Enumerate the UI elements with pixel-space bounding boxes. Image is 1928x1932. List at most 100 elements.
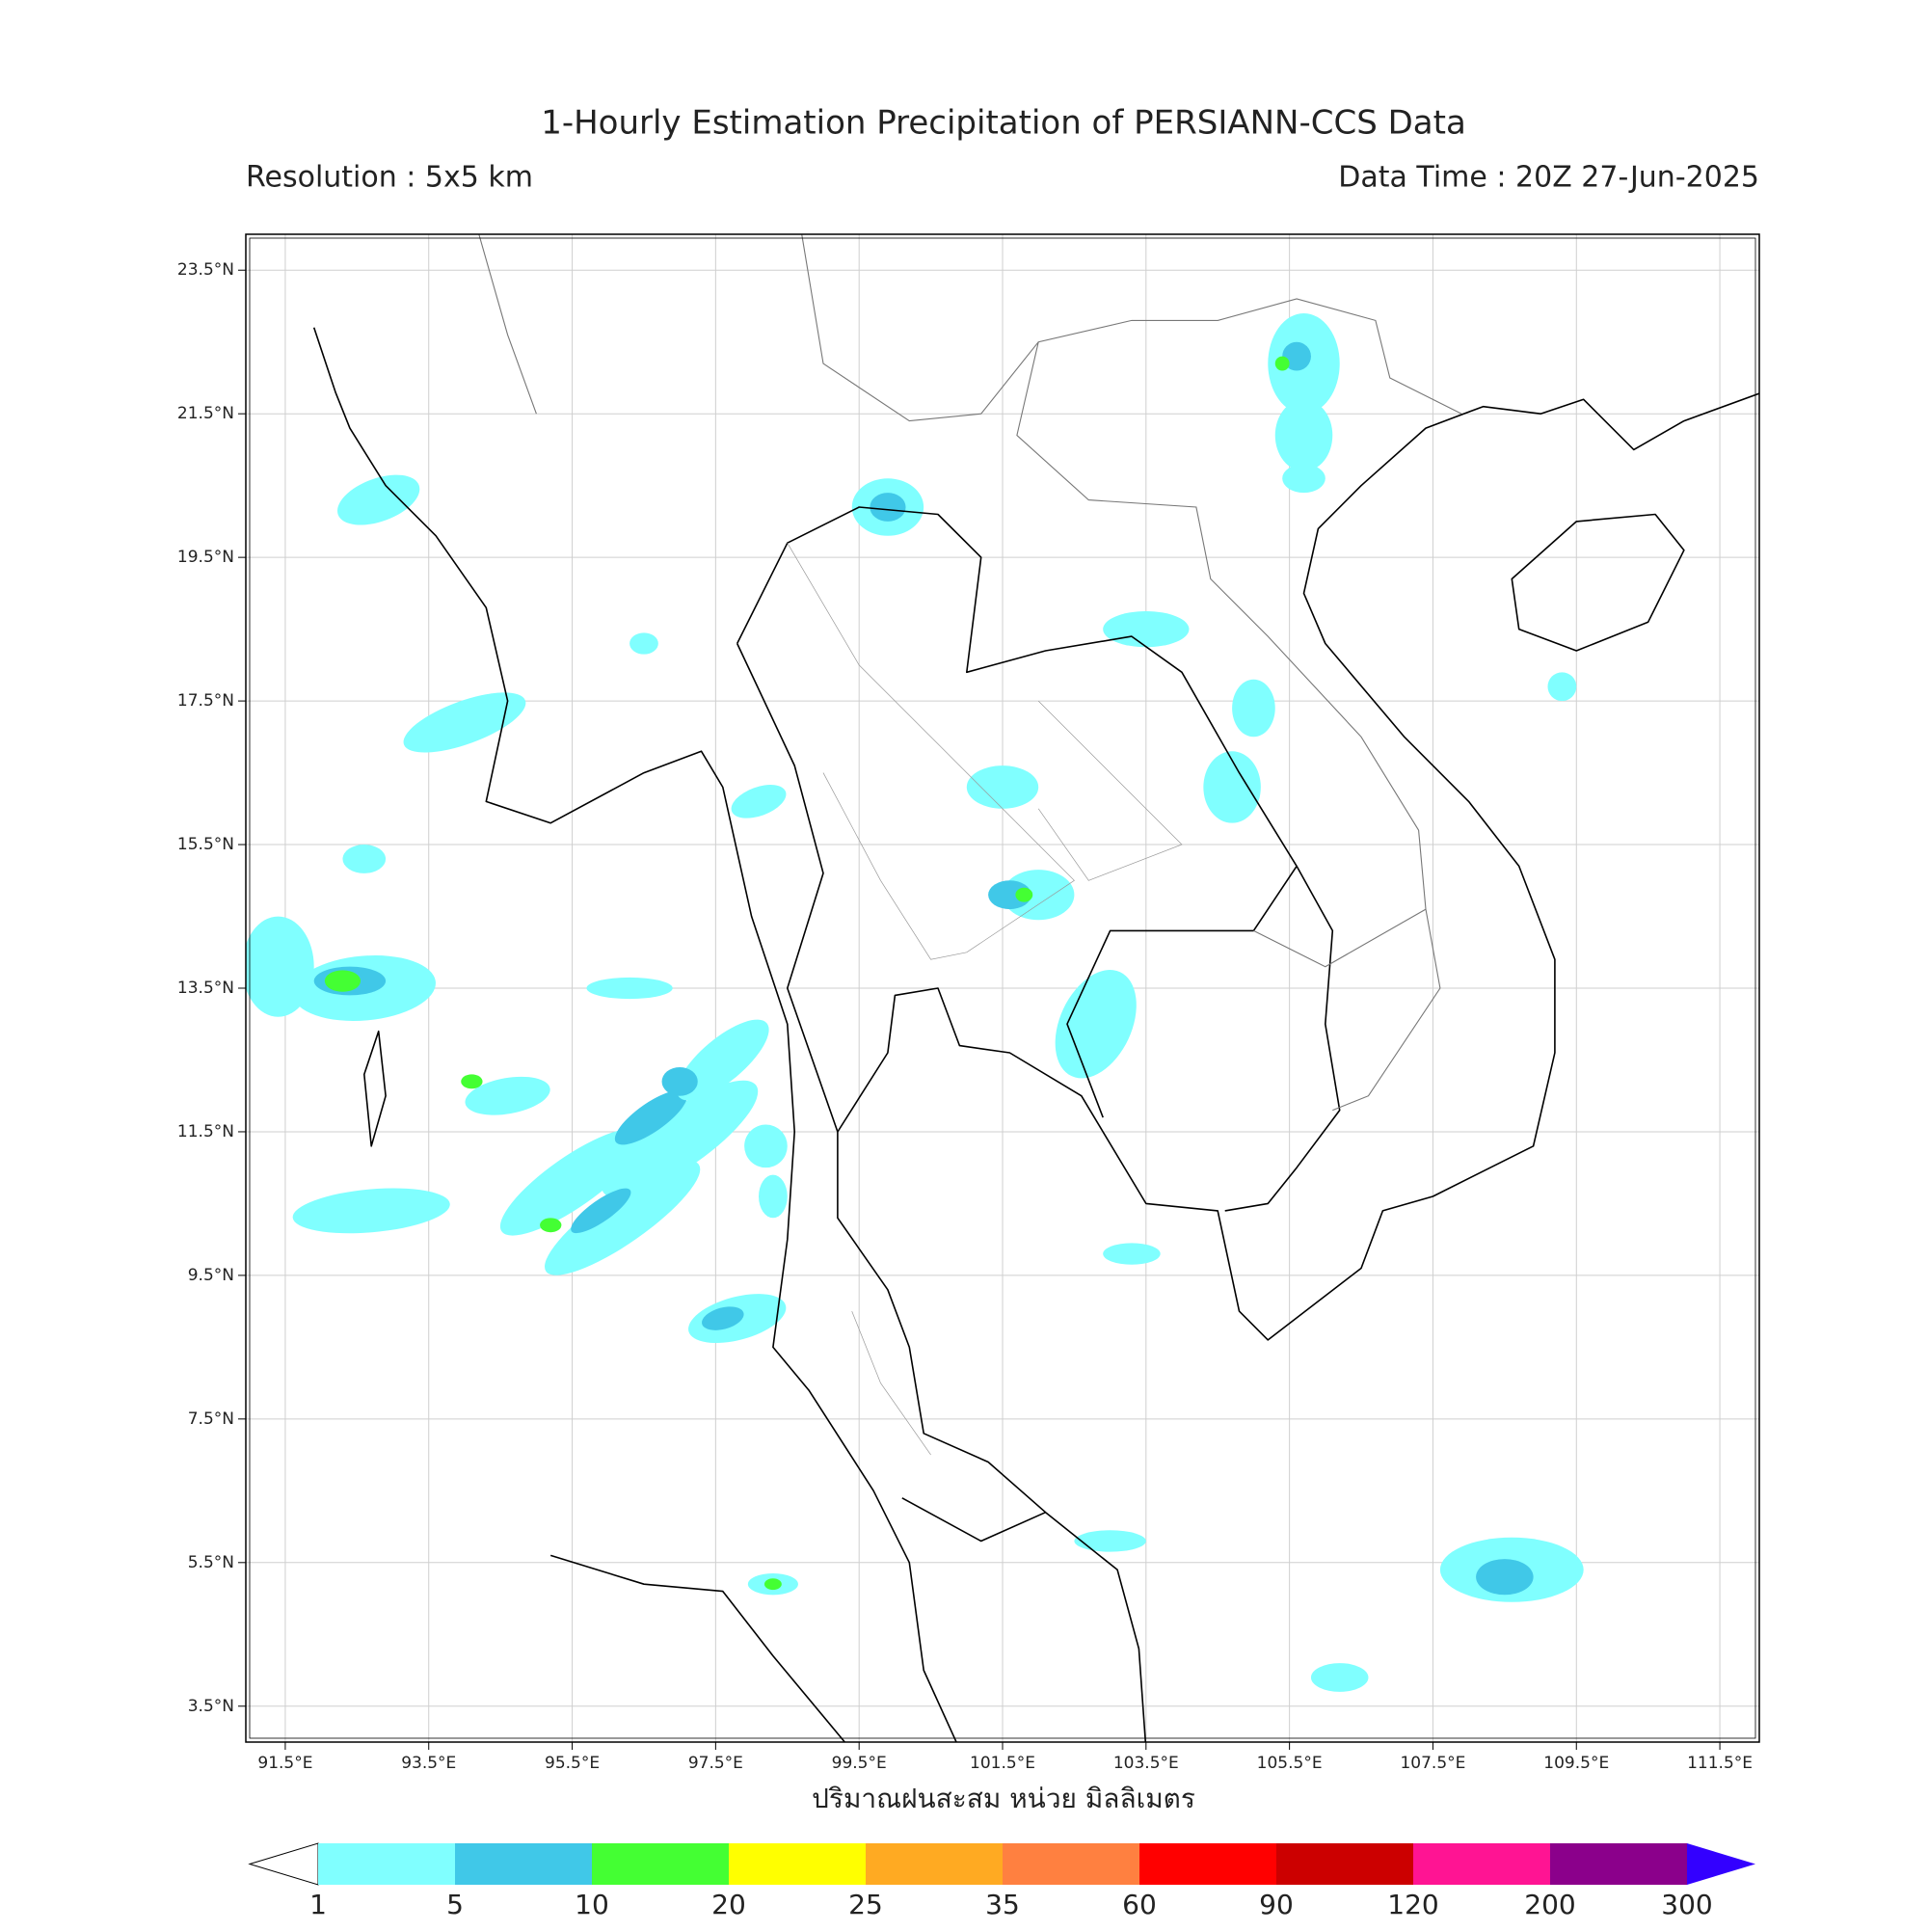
rain-blob	[1310, 1663, 1369, 1692]
rain-blob	[614, 1089, 687, 1145]
border	[478, 234, 537, 415]
colorbar-label: 120	[1387, 1889, 1438, 1920]
rain-blob	[602, 1080, 759, 1198]
colorbar: 1 5 10 20 25 35 60 90 120 200 300	[248, 1842, 1755, 1920]
province-line	[787, 543, 1075, 960]
colorbar-label: 5	[446, 1889, 464, 1920]
grid	[246, 234, 1759, 1742]
province-line	[851, 1310, 931, 1456]
border	[801, 234, 1462, 422]
rain-blob	[403, 692, 526, 753]
y-tick-label: 9.5°N	[188, 1266, 234, 1285]
coastline	[312, 327, 957, 1742]
x-tick-label: 99.5°E	[832, 1754, 887, 1773]
colorbar-segment	[729, 1843, 867, 1885]
cambodia-border	[1224, 866, 1341, 1212]
rain-blob	[759, 1174, 788, 1219]
rain-blob	[1282, 341, 1311, 371]
colorbar-segment	[1003, 1843, 1140, 1885]
thai-border	[736, 643, 839, 1133]
map-inner-frame	[249, 237, 1756, 1739]
x-tick-label: 109.5°E	[1543, 1754, 1609, 1773]
colorbar-label: 35	[985, 1889, 1020, 1920]
rain-blob	[763, 1578, 782, 1591]
border	[1253, 908, 1427, 968]
rain-blob	[571, 1188, 631, 1234]
y-tick-label: 11.5°N	[177, 1122, 234, 1141]
rain-blob	[1274, 356, 1290, 371]
colorbar-label: 90	[1259, 1889, 1294, 1920]
thai-border	[901, 1497, 1046, 1543]
x-tick-label: 95.5°E	[545, 1754, 600, 1773]
x-tick-label: 101.5°E	[970, 1754, 1035, 1773]
rain-blob	[292, 1188, 450, 1234]
colorbar-label: 10	[575, 1889, 609, 1920]
rain-blob	[966, 765, 1039, 809]
x-tick-label: 107.5°E	[1400, 1754, 1465, 1773]
rain-blob	[499, 1128, 645, 1236]
x-axis-label: ปริมาณฝนสะสม หน่วย มิลลิเมตร	[812, 1783, 1195, 1814]
rain-blob	[677, 1019, 769, 1101]
colorbar-label: 60	[1122, 1889, 1157, 1920]
coastline	[1511, 513, 1685, 652]
rain-blob	[744, 1124, 788, 1168]
rain-blob	[1103, 611, 1190, 648]
y-tick-label: 19.5°N	[177, 548, 234, 567]
colorbar-over	[1687, 1843, 1755, 1885]
rain-blob	[246, 916, 314, 1017]
colorbar-label: 25	[848, 1889, 883, 1920]
rain-blob	[342, 845, 387, 873]
y-tick-label: 15.5°N	[177, 835, 234, 854]
y-tick-label: 21.5°N	[177, 404, 234, 423]
rain-blob	[702, 1306, 744, 1330]
rain-blob	[1003, 870, 1075, 921]
colorbar-segment	[866, 1843, 1004, 1885]
colorbar-segment	[455, 1843, 593, 1885]
rain-blob	[1103, 1243, 1161, 1265]
colorbar-label: 300	[1661, 1889, 1712, 1920]
rain-blob	[337, 474, 420, 525]
y-tick-label: 13.5°N	[177, 979, 234, 998]
border	[1016, 341, 1441, 1112]
rain-blob	[1282, 464, 1326, 494]
y-tick-label: 23.5°N	[177, 260, 234, 280]
colorbar-under	[248, 1842, 319, 1886]
rain-blob	[870, 493, 906, 522]
rain-blob	[1074, 1530, 1146, 1552]
rain-field	[246, 312, 1584, 1692]
coastline	[363, 1030, 387, 1147]
colorbar-segment	[1413, 1843, 1551, 1885]
rain-blob	[465, 1076, 550, 1115]
y-tick-label: 17.5°N	[177, 691, 234, 711]
rain-blob	[1055, 970, 1137, 1079]
rain-blob	[586, 977, 673, 1000]
coastline	[837, 392, 1759, 1742]
rain-blob	[540, 1218, 562, 1233]
coastline	[549, 1554, 845, 1742]
ticks: 91.5°E 93.5°E 95.5°E 97.5°E 99.5°E 101.5°E 103…	[177, 260, 1753, 1773]
data-time: Data Time : 20Z 27-Jun-2025	[1338, 161, 1759, 195]
colorbar-segment	[318, 1843, 456, 1885]
rain-blob	[1274, 399, 1333, 471]
rain-blob	[629, 632, 658, 655]
rain-blob	[1232, 679, 1275, 738]
rain-blob	[324, 970, 362, 992]
rain-blob	[1015, 887, 1033, 902]
thai-border	[736, 506, 1298, 1118]
rain-blob	[661, 1066, 698, 1096]
rain-blob	[545, 1160, 701, 1275]
y-tick-label: 7.5°N	[188, 1409, 234, 1429]
x-tick-label: 97.5°E	[688, 1754, 743, 1773]
rain-blob	[1203, 751, 1261, 823]
x-tick-label: 103.5°E	[1113, 1754, 1179, 1773]
colorbar-label: 200	[1524, 1889, 1575, 1920]
rain-blob	[1476, 1559, 1534, 1596]
rain-blob	[988, 880, 1031, 910]
colorbar-segment	[1550, 1843, 1688, 1885]
colorbar-segment	[592, 1843, 730, 1885]
colorbar-segment	[1139, 1843, 1277, 1885]
title: 1-Hourly Estimation Precipitation of PER…	[541, 104, 1466, 143]
colorbar-label: 1	[309, 1889, 327, 1920]
y-tick-label: 3.5°N	[188, 1697, 234, 1716]
